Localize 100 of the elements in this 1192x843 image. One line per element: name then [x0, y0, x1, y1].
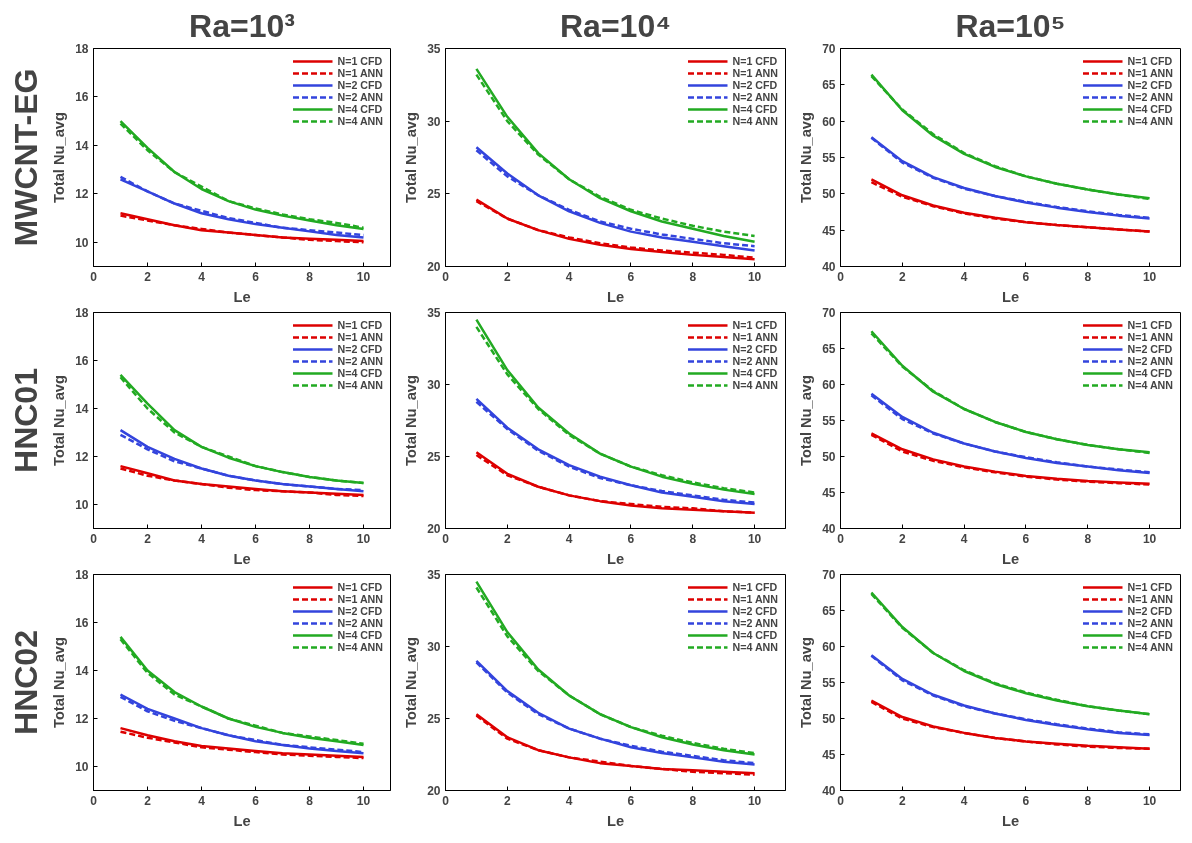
y-tick-label: 70: [822, 306, 836, 320]
legend-label: N=1 CFD: [337, 319, 383, 331]
legend-label: N=1 ANN: [337, 331, 383, 343]
y-tick-label: 30: [427, 640, 441, 654]
legend-label: N=1 CFD: [732, 55, 778, 67]
x-tick-label: 6: [252, 531, 260, 546]
x-tick-label: 4: [565, 269, 573, 284]
x-tick-label: 2: [503, 531, 511, 546]
x-tick-label: 8: [689, 531, 697, 546]
y-tick-label: 12: [75, 450, 89, 464]
y-tick-label: 50: [822, 450, 836, 464]
y-tick-label: 25: [427, 187, 441, 202]
legend-label: N=4 CFD: [732, 629, 778, 641]
y-tick-label: 40: [822, 260, 836, 274]
legend-label: N=2 ANN: [1127, 617, 1173, 629]
legend-label: N=4 ANN: [732, 641, 778, 653]
y-tick-label: 45: [822, 223, 836, 238]
x-axis-title: Le: [1001, 812, 1020, 829]
x-tick-label: 6: [627, 531, 635, 546]
legend-label: N=2 CFD: [337, 605, 383, 617]
y-axis-title: Total Nu_avg: [798, 637, 815, 728]
legend-label: N=1 CFD: [732, 581, 778, 593]
y-tick-label: 16: [75, 354, 89, 368]
x-axis-title: Le: [606, 812, 625, 829]
chart-title: Ra=10³: [189, 7, 295, 44]
x-tick-label: 2: [898, 269, 906, 284]
x-tick-label: 4: [198, 269, 206, 284]
x-tick-label: 10: [747, 531, 762, 546]
legend-label: N=1 CFD: [1127, 55, 1173, 67]
x-axis-title: Le: [233, 812, 251, 829]
x-axis-title: Le: [606, 550, 625, 567]
legend-label: N=1 ANN: [337, 67, 383, 79]
x-tick-label: 8: [306, 793, 314, 808]
y-tick-label: 18: [75, 568, 89, 582]
x-tick-label: 8: [689, 269, 697, 284]
legend-label: N=4 CFD: [1127, 103, 1173, 115]
x-tick-label: 2: [898, 531, 906, 546]
x-tick-label: 10: [1142, 793, 1157, 808]
x-axis-title: Le: [1001, 550, 1020, 567]
chart-title: Ra=10⁵: [955, 7, 1066, 44]
y-tick-label: 50: [822, 712, 836, 726]
x-tick-label: 8: [306, 269, 314, 284]
legend-label: N=2 ANN: [732, 355, 778, 367]
legend-label: N=2 ANN: [732, 91, 778, 103]
legend-label: N=2 CFD: [732, 79, 778, 91]
y-tick-label: 70: [822, 568, 836, 582]
legend-label: N=4 CFD: [1127, 629, 1173, 641]
x-tick-label: 6: [252, 269, 260, 284]
y-tick-label: 14: [75, 402, 89, 416]
legend-label: N=1 CFD: [337, 581, 383, 593]
text: MWCNT-EG: [7, 68, 44, 247]
legend-label: N=2 ANN: [337, 617, 383, 629]
y-tick-label: 55: [822, 414, 836, 428]
y-tick-label: 55: [822, 676, 836, 690]
x-tick-label: 2: [144, 269, 152, 284]
legend-label: N=4 CFD: [732, 367, 778, 379]
legend-label: N=4 ANN: [1127, 641, 1173, 653]
x-tick-label: 4: [198, 793, 206, 808]
y-tick-label: 60: [822, 640, 836, 654]
y-tick-label: 65: [822, 78, 836, 93]
y-tick-label: 18: [75, 306, 89, 320]
legend-label: N=2 CFD: [337, 343, 383, 355]
y-axis-title: Total Nu_avg: [798, 112, 815, 203]
y-tick-label: 40: [822, 784, 836, 798]
x-tick-label: 8: [306, 531, 314, 546]
x-axis-title: Le: [233, 288, 251, 305]
x-tick-label: 6: [1022, 269, 1030, 284]
legend-label: N=1 ANN: [1127, 593, 1173, 605]
legend-label: N=1 CFD: [1127, 319, 1173, 331]
y-tick-label: 40: [822, 522, 836, 536]
y-tick-label: 10: [75, 235, 89, 250]
x-tick-label: 2: [144, 793, 152, 808]
x-tick-label: 4: [198, 531, 206, 546]
x-axis-title: Le: [1001, 288, 1020, 305]
y-tick-label: 25: [427, 450, 441, 464]
y-tick-label: 20: [427, 260, 441, 274]
y-tick-label: 14: [75, 664, 89, 678]
x-tick-label: 6: [1022, 793, 1030, 808]
x-tick-label: 6: [627, 793, 635, 808]
x-tick-label: 6: [252, 793, 260, 808]
y-tick-label: 45: [822, 748, 836, 762]
legend-label: N=4 ANN: [337, 379, 383, 391]
y-tick-label: 10: [75, 498, 89, 512]
y-axis-title: Total Nu_avg: [403, 375, 420, 466]
x-tick-label: 4: [960, 793, 968, 808]
x-tick-label: 0: [837, 269, 845, 284]
x-tick-label: 2: [898, 793, 906, 808]
y-tick-label: 18: [75, 42, 89, 56]
y-tick-label: 16: [75, 616, 89, 630]
legend-label: N=2 CFD: [732, 605, 778, 617]
x-tick-label: 8: [1084, 793, 1092, 808]
y-axis-title: Total Nu_avg: [403, 112, 420, 203]
x-axis-title: Le: [606, 288, 625, 305]
legend-label: N=2 ANN: [337, 355, 383, 367]
y-tick-label: 35: [427, 568, 441, 582]
x-tick-label: 10: [356, 793, 371, 808]
x-tick-label: 4: [565, 531, 573, 546]
y-axis-title: Total Nu_avg: [51, 112, 68, 203]
legend-label: N=4 ANN: [1127, 379, 1173, 391]
legend-label: N=2 ANN: [1127, 91, 1173, 103]
